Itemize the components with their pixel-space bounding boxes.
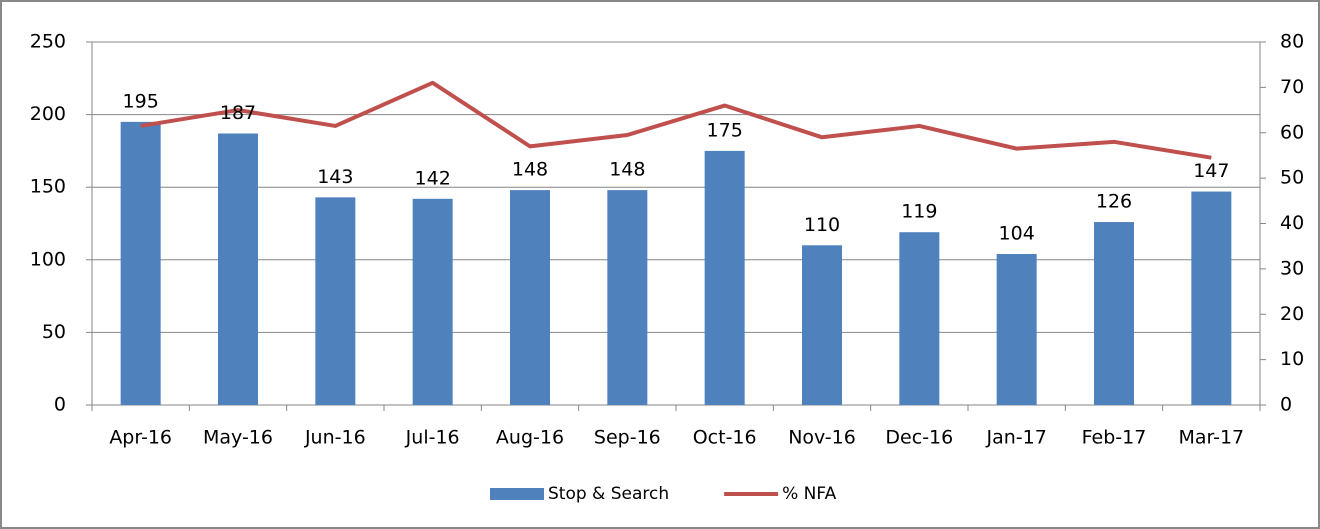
y-tick-label: 50	[42, 321, 66, 343]
data-label: 110	[804, 214, 840, 236]
y2-tick-label: 30	[1280, 257, 1304, 279]
y2-tick-label: 70	[1280, 76, 1304, 98]
y-tick-label: 200	[30, 103, 66, 125]
y2-tick-label: 0	[1280, 394, 1292, 416]
x-tick-label: Mar-17	[1178, 427, 1244, 449]
data-label: 142	[415, 167, 451, 189]
bar	[802, 245, 842, 405]
data-label: 148	[512, 159, 548, 181]
x-tick-label: Aug-16	[496, 427, 564, 449]
bar	[120, 121, 161, 406]
x-tick-label: May-16	[203, 427, 273, 449]
data-label: 148	[609, 159, 645, 181]
bar	[1094, 222, 1134, 405]
y2-tick-label: 80	[1280, 31, 1304, 53]
x-tick-label: Sep-16	[594, 427, 661, 449]
data-label: 143	[317, 166, 353, 188]
x-tick-label: Oct-16	[693, 427, 757, 449]
legend-label: Stop & Search	[548, 484, 669, 504]
y-tick-label: 0	[54, 394, 66, 416]
legend-swatch	[490, 488, 544, 500]
bar	[704, 150, 745, 405]
bar	[315, 197, 356, 405]
data-label: 175	[707, 119, 743, 141]
x-tick-label: Apr-16	[109, 427, 172, 449]
x-tick-label: Dec-16	[885, 427, 953, 449]
data-label: 147	[1193, 160, 1229, 182]
data-label: 195	[123, 90, 159, 112]
y2-tick-label: 60	[1280, 121, 1304, 143]
bar	[218, 133, 258, 405]
bar	[510, 190, 550, 405]
y-tick-label: 250	[30, 31, 66, 53]
bar	[996, 253, 1037, 405]
x-tick-label: Jun-16	[304, 427, 366, 449]
bar	[1191, 191, 1232, 405]
data-label: 187	[220, 102, 256, 124]
y2-tick-label: 40	[1280, 212, 1304, 234]
data-label: 126	[1096, 191, 1132, 213]
data-label: 119	[901, 201, 937, 223]
y-tick-label: 150	[30, 176, 66, 198]
x-tick-label: Nov-16	[788, 427, 856, 449]
x-tick-label: Feb-17	[1082, 427, 1147, 449]
y2-tick-label: 20	[1280, 303, 1304, 325]
bar	[412, 198, 453, 405]
bar	[899, 232, 940, 405]
legend: Stop & Search % NFA	[490, 484, 837, 504]
x-tick-label: Jul-16	[405, 427, 460, 449]
y2-tick-label: 10	[1280, 348, 1304, 370]
y-tick-label: 100	[30, 248, 66, 270]
y2-tick-label: 50	[1280, 167, 1304, 189]
x-tick-label: Jan-17	[986, 427, 1047, 449]
data-label: 104	[999, 222, 1035, 244]
line	[140, 80, 1212, 160]
legend-label: % NFA	[782, 484, 836, 504]
bar	[607, 190, 648, 405]
